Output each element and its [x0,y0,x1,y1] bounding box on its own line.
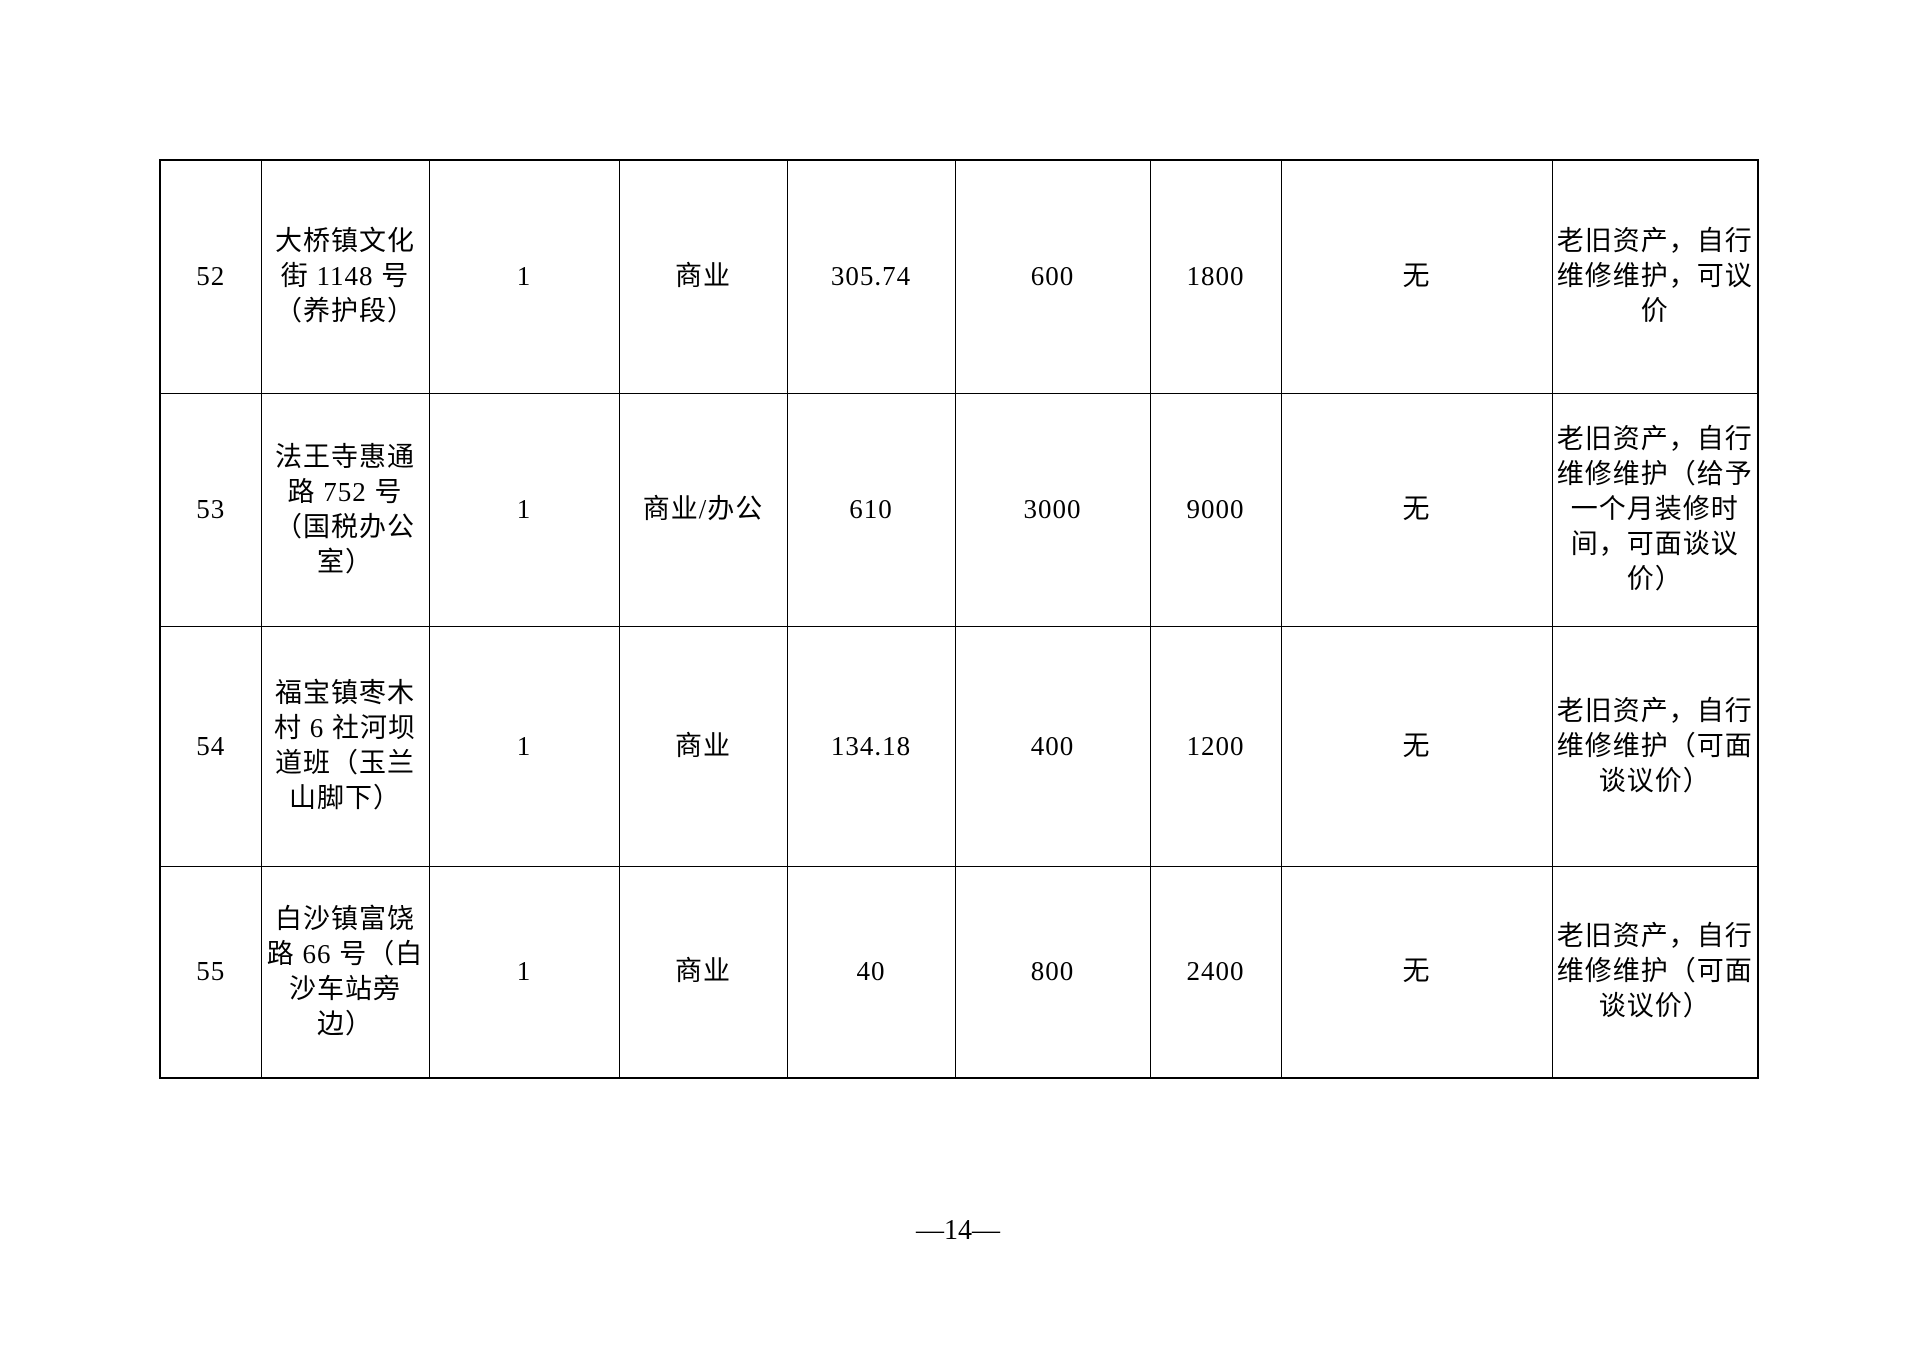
cell-use-type: 商业 [618,159,788,394]
cell-monthly-price: 400 [954,625,1151,867]
cell-area: 610 [786,392,956,627]
cell-address: 大桥镇文化 街 1148 号 （养护段） [260,159,430,394]
cell-address: 白沙镇富饶 路 66 号（白 沙车站旁 边） [260,865,430,1079]
cell-seq: 53 [159,392,262,627]
cell-address: 法王寺惠通 路 752 号 （国税办公 室） [260,392,430,627]
cell-restriction: 无 [1280,392,1553,627]
table-row: 54 福宝镇枣木 村 6 社河坝 道班（玉兰 山脚下） 1 商业 134.18 … [159,625,1759,867]
table-row: 53 法王寺惠通 路 752 号 （国税办公 室） 1 商业/办公 610 30… [159,392,1759,627]
cell-notes: 老旧资产，自行 维修维护（可面 谈议价） [1551,865,1759,1079]
cell-annual-price: 2400 [1149,865,1282,1079]
cell-monthly-price: 3000 [954,392,1151,627]
table-row: 52 大桥镇文化 街 1148 号 （养护段） 1 商业 305.74 600 … [159,159,1759,394]
cell-use-type: 商业 [618,625,788,867]
cell-notes: 老旧资产，自行 维修维护，可议 价 [1551,159,1759,394]
cell-seq: 55 [159,865,262,1079]
assets-table: 52 大桥镇文化 街 1148 号 （养护段） 1 商业 305.74 600 … [159,159,1759,1079]
cell-restriction: 无 [1280,625,1553,867]
cell-quantity: 1 [428,625,620,867]
cell-notes: 老旧资产，自行 维修维护（可面 谈议价） [1551,625,1759,867]
cell-area: 40 [786,865,956,1079]
table-row: 55 白沙镇富饶 路 66 号（白 沙车站旁 边） 1 商业 40 800 24… [159,865,1759,1079]
cell-use-type: 商业 [618,865,788,1079]
cell-quantity: 1 [428,159,620,394]
cell-area: 305.74 [786,159,956,394]
cell-seq: 54 [159,625,262,867]
cell-monthly-price: 800 [954,865,1151,1079]
cell-annual-price: 1800 [1149,159,1282,394]
cell-quantity: 1 [428,392,620,627]
cell-notes: 老旧资产，自行 维修维护（给予 一个月装修时 间，可面谈议 价） [1551,392,1759,627]
cell-use-type: 商业/办公 [618,392,788,627]
cell-seq: 52 [159,159,262,394]
cell-address: 福宝镇枣木 村 6 社河坝 道班（玉兰 山脚下） [260,625,430,867]
cell-monthly-price: 600 [954,159,1151,394]
cell-restriction: 无 [1280,865,1553,1079]
cell-annual-price: 1200 [1149,625,1282,867]
cell-restriction: 无 [1280,159,1553,394]
cell-annual-price: 9000 [1149,392,1282,627]
cell-area: 134.18 [786,625,956,867]
page-number: —14— [916,1215,1000,1246]
cell-quantity: 1 [428,865,620,1079]
